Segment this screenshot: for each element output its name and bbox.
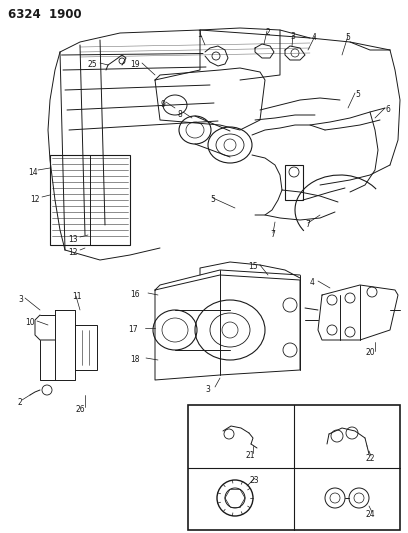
Text: 3: 3 [18,295,23,304]
Bar [75,325,97,370]
Bar [50,155,130,245]
Text: 21: 21 [246,451,255,460]
Text: 24: 24 [365,510,375,519]
Text: 17: 17 [128,325,137,334]
Text: 2: 2 [18,398,23,407]
Text: 13: 13 [68,235,78,244]
Text: 19: 19 [130,60,140,69]
Bar [285,165,303,200]
Text: 25: 25 [88,60,98,69]
Text: 5: 5 [355,90,360,99]
Text: 6324  1900: 6324 1900 [8,8,82,21]
Text: 26: 26 [75,405,84,414]
Text: 10: 10 [25,318,35,327]
Text: 3: 3 [205,385,210,394]
Text: 12: 12 [30,195,40,204]
Text: 8: 8 [177,110,182,119]
Text: 15: 15 [248,262,257,271]
Text: 22: 22 [365,454,375,463]
Text: 7: 7 [270,230,275,239]
Text: 11: 11 [72,292,82,301]
Text: 4: 4 [310,278,315,287]
Text: 18: 18 [130,355,140,364]
Text: 20: 20 [365,348,375,357]
Bar [188,405,400,530]
Text: 5: 5 [210,195,215,204]
Text: 5: 5 [345,33,350,42]
Text: 3: 3 [290,32,295,41]
Text: 7: 7 [305,220,310,229]
Text: 1: 1 [197,30,202,39]
Text: 12: 12 [68,248,78,257]
Text: 2: 2 [265,28,270,37]
Text: 9: 9 [160,100,165,109]
Text: 14: 14 [28,168,38,177]
Text: 16: 16 [130,290,140,299]
Text: 6: 6 [385,105,390,114]
Text: 23: 23 [250,476,259,485]
Text: 4: 4 [312,33,317,42]
